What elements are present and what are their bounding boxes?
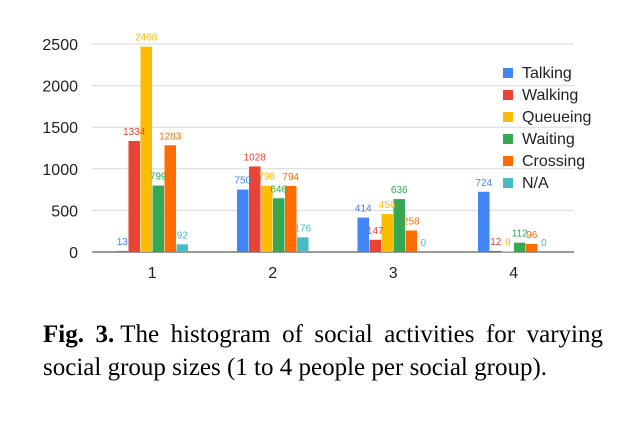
bar-waiting-2	[273, 198, 285, 252]
bar-talking-3	[357, 217, 369, 252]
gridlines	[92, 43, 574, 253]
y-tick-label: 1000	[42, 162, 78, 179]
y-tick-label: 1500	[42, 120, 78, 137]
bar-value-label: 8	[505, 237, 511, 248]
bar-crossing-1	[164, 145, 176, 252]
bar-crossing-2	[285, 185, 297, 252]
x-axis-ticks: 1 2 3 4	[148, 265, 519, 282]
legend-label: Crossing	[522, 153, 585, 170]
caption-label: Fig. 3.	[43, 321, 115, 348]
legend: Talking Walking Queueing Waiting Crossing N/A	[503, 65, 591, 192]
bar-value-label: 1334	[123, 127, 146, 138]
legend-label: N/A	[522, 175, 549, 192]
bar-na-2	[297, 237, 309, 252]
y-axis-ticks: 0 500 1000 1500 2000 2500	[42, 37, 78, 262]
bar-talking-2	[237, 189, 249, 252]
bar-value-label: 794	[282, 172, 299, 183]
bar-walking-2	[249, 166, 261, 252]
y-tick-label: 500	[51, 203, 78, 220]
bar-talking-4	[478, 191, 490, 252]
bar-walking-3	[369, 239, 381, 252]
x-tick-label: 1	[148, 265, 157, 282]
bar-walking-4	[490, 251, 502, 252]
legend-swatch	[503, 178, 513, 188]
bar-value-label: 2468	[135, 33, 158, 44]
bar-value-label: 750	[234, 176, 251, 187]
bar-value-label: 799	[150, 172, 167, 183]
bar-value-label: 147	[367, 226, 384, 237]
y-tick-label: 2500	[42, 37, 78, 54]
bar-value-label: 112	[512, 229, 528, 240]
bar-queueing-3	[381, 214, 393, 252]
bar-crossing-3	[405, 230, 417, 252]
bar-walking-1	[128, 141, 140, 252]
figure-caption: Fig. 3. The histogram of social activitie…	[43, 318, 603, 384]
legend-swatch	[503, 112, 513, 122]
bar-na-1	[176, 244, 188, 252]
legend-swatch	[503, 90, 513, 100]
x-tick-label: 2	[268, 265, 277, 282]
x-tick-label: 4	[509, 265, 518, 282]
legend-label: Queueing	[522, 109, 591, 126]
bar-value-label: 258	[403, 217, 420, 228]
legend-label: Talking	[522, 65, 572, 82]
bar-value-label: 12	[490, 237, 502, 248]
legend-swatch	[503, 134, 513, 144]
bar-value-label: 1028	[244, 152, 267, 163]
bar-queueing-2	[261, 185, 273, 252]
legend-label: Waiting	[522, 131, 575, 148]
bar-crossing-4	[526, 244, 538, 252]
bar-waiting-1	[152, 185, 164, 252]
bar-value-label: 646	[270, 184, 287, 195]
bar-value-label: 0	[420, 238, 426, 249]
bar-value-label: 92	[177, 230, 189, 241]
legend-label: Walking	[522, 87, 578, 104]
legend-swatch	[503, 156, 513, 166]
bar-value-label: 798	[258, 172, 275, 183]
x-tick-label: 3	[389, 265, 398, 282]
bar-value-label: 0	[541, 238, 547, 249]
bar-queueing-4	[502, 251, 514, 252]
bar-value-label: 176	[294, 223, 311, 234]
bar-value-label: 636	[391, 185, 408, 196]
y-tick-label: 2000	[42, 79, 78, 96]
bar-waiting-4	[514, 242, 526, 252]
bar-talking-1	[116, 250, 128, 252]
bars	[116, 46, 538, 252]
bar-value-label: 414	[355, 204, 372, 215]
bar-value-label: 724	[475, 178, 492, 189]
bar-value-label: 13	[117, 237, 129, 248]
legend-swatch	[503, 68, 513, 78]
y-tick-label: 0	[69, 245, 78, 262]
bar-value-label: 456	[379, 200, 396, 211]
bar-queueing-1	[140, 46, 152, 252]
bar-value-label: 96	[526, 230, 538, 241]
caption-text: The histogram of social activities for v…	[43, 321, 604, 381]
bar-waiting-3	[393, 199, 405, 252]
bar-value-label: 1283	[159, 131, 182, 142]
